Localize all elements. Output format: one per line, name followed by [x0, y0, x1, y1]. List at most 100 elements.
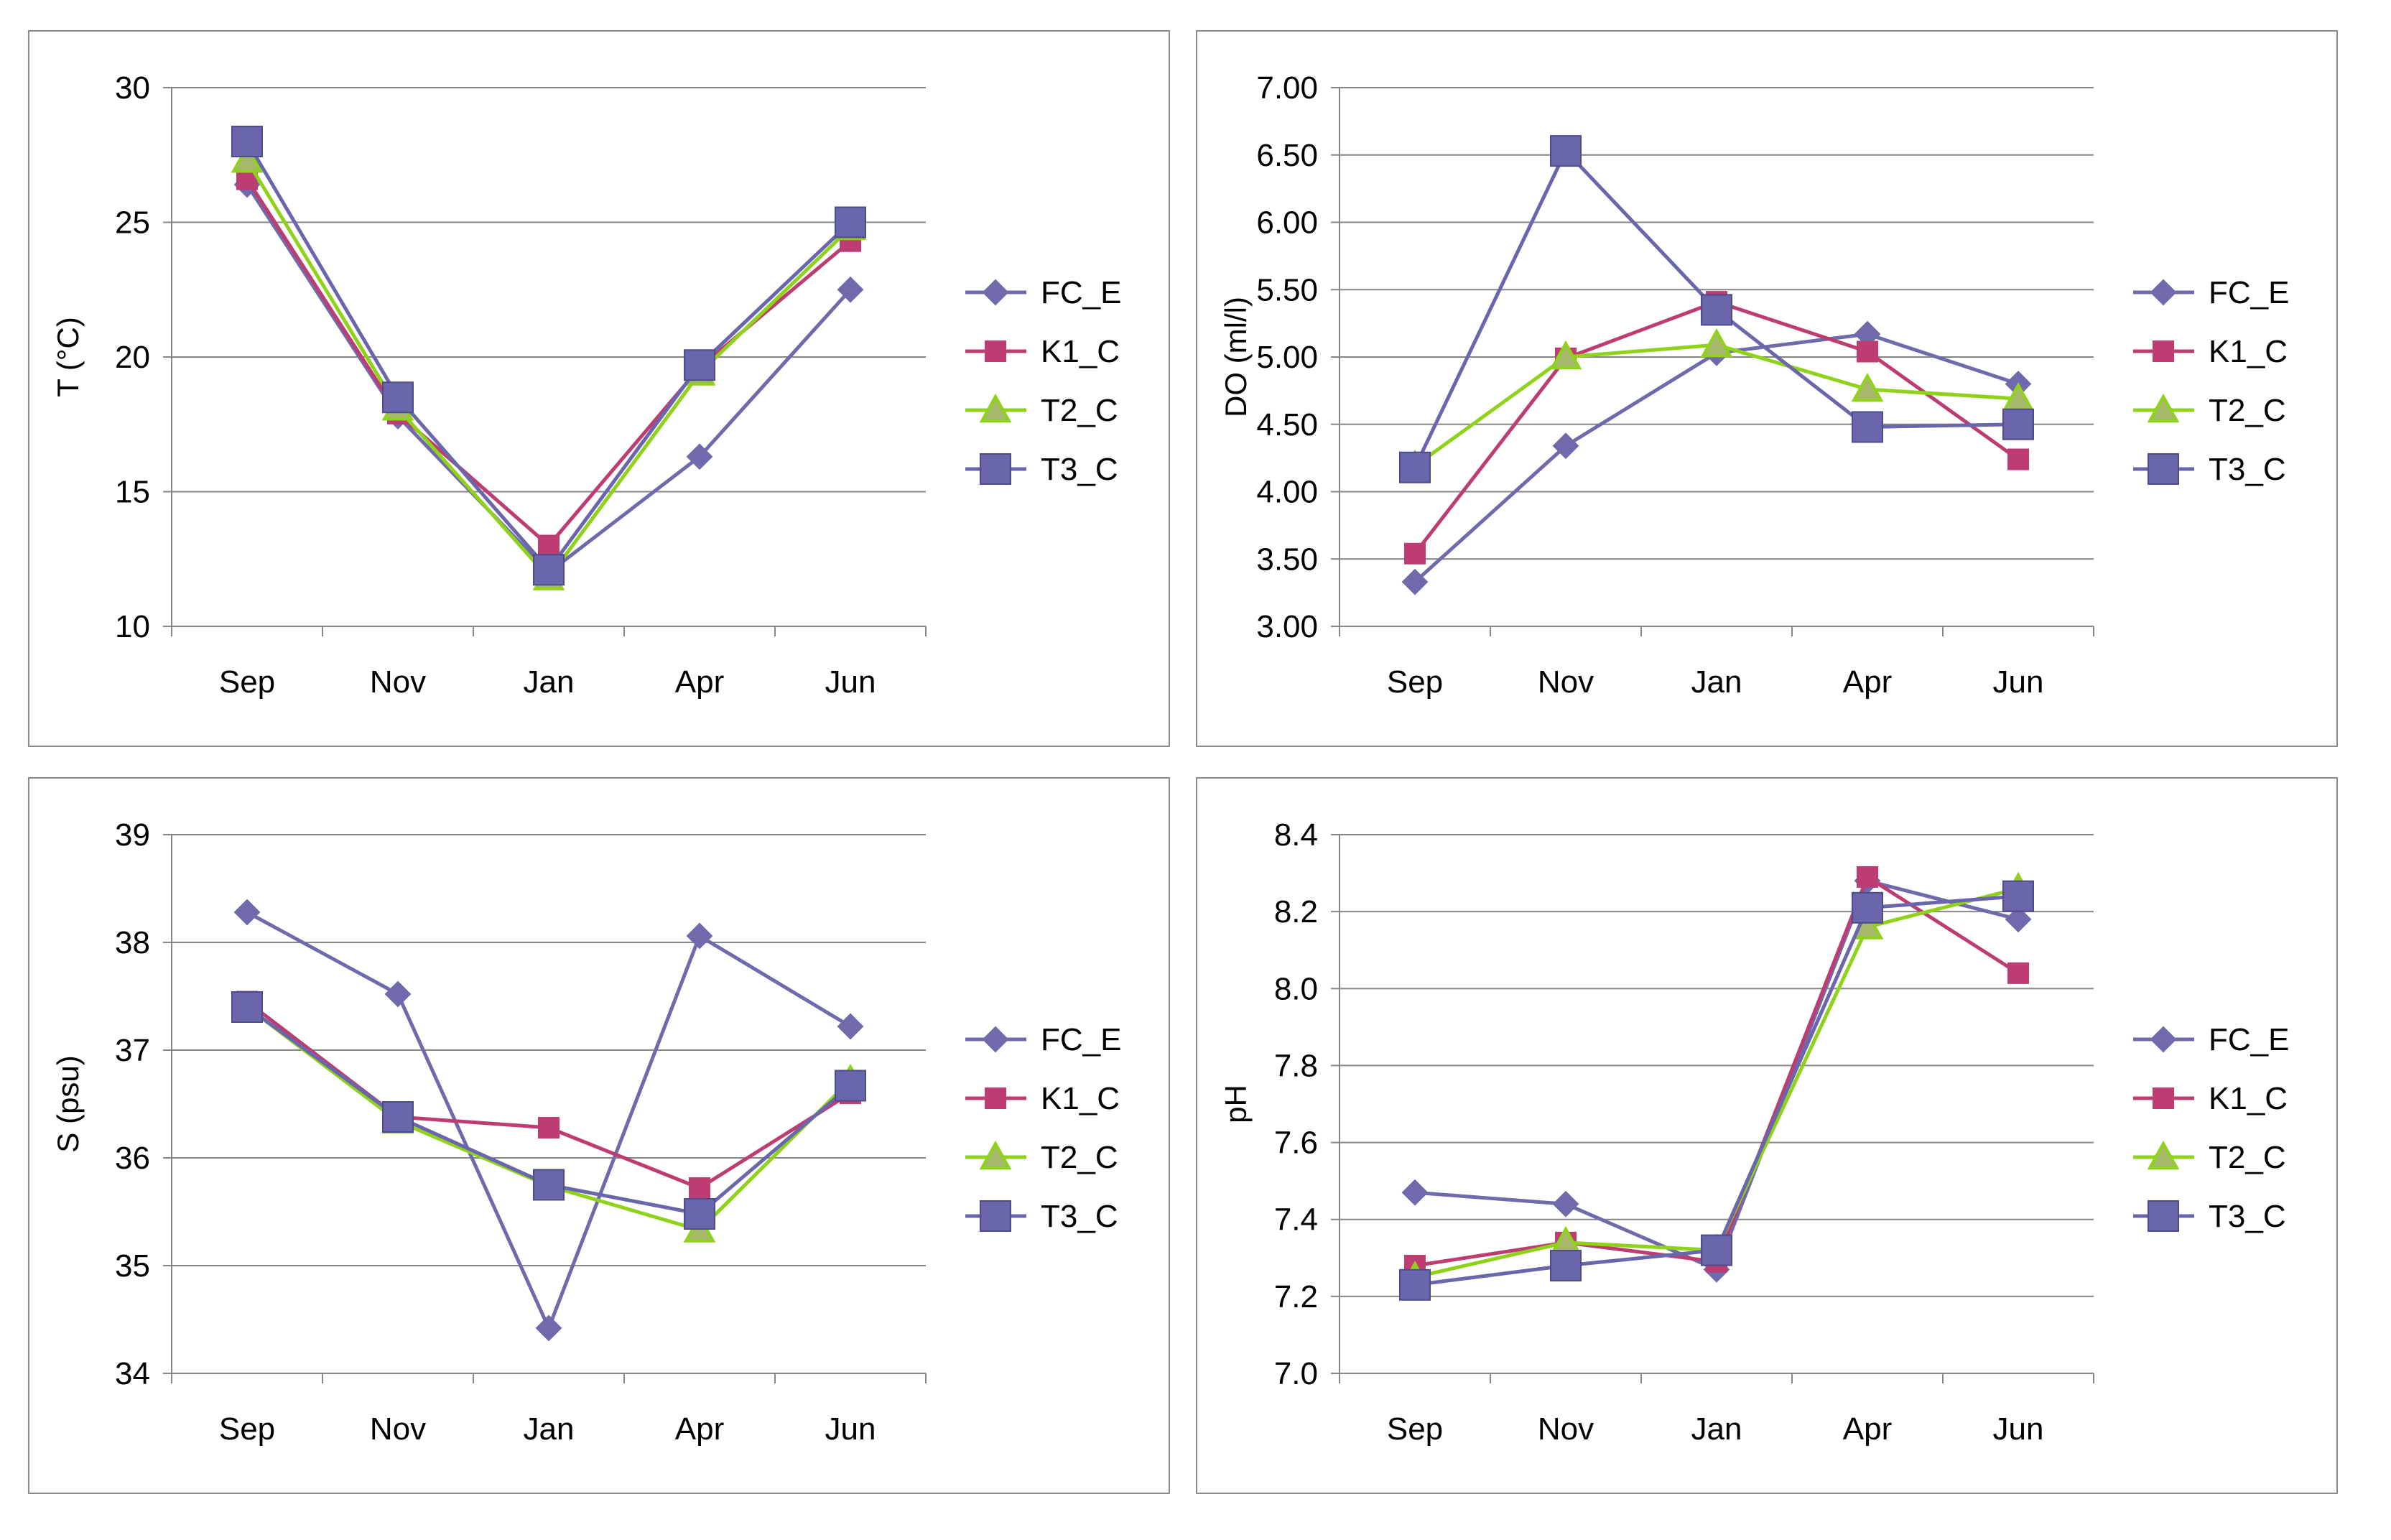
temperature-chart-svg: 10 15 20 25 30 Sep Nov Jan Apr Jun T (°C) FC_E K1_C T…	[28, 30, 1170, 747]
y-tick-label: 5.50	[1256, 272, 1318, 307]
y-tick-label: 8.0	[1274, 971, 1318, 1006]
legend: FC_E K1_C T2_C T3_C	[2133, 275, 2289, 487]
x-tick-label: Jan	[1691, 664, 1742, 700]
legend-marker	[982, 279, 1009, 306]
chart-frame	[1196, 30, 2338, 747]
y-tick-label: 3.50	[1256, 542, 1318, 577]
data-point-fc_e	[837, 276, 864, 303]
data-point-k1_c	[2007, 448, 2029, 470]
legend-marker	[980, 1200, 1011, 1232]
data-point-t3_c	[2002, 880, 2034, 912]
legend-label: K1_C	[1041, 1081, 1120, 1116]
legend-marker	[980, 453, 1011, 485]
y-tick-label: 20	[115, 340, 150, 375]
legend-label: FC_E	[1041, 1022, 1121, 1057]
data-point-t3_c	[684, 1198, 715, 1230]
y-tick-label: 38	[115, 925, 150, 960]
legend-label: T2_C	[1041, 1140, 1118, 1175]
x-tick-label: Jun	[825, 1411, 876, 1447]
data-point-k1_c	[689, 1177, 710, 1199]
x-tick-label: Nov	[1538, 664, 1594, 700]
legend-label: T2_C	[2209, 1140, 2286, 1175]
y-tick-label: 7.00	[1256, 70, 1318, 106]
y-axis-title: T (°C)	[51, 317, 85, 397]
data-point-t3_c	[231, 991, 263, 1023]
y-tick-label: 8.4	[1274, 817, 1318, 853]
y-tick-label: 7.2	[1274, 1279, 1318, 1314]
dissolved-oxygen-chart-svg: 3.00 3.50 4.00 4.50 5.00 5.50 6.00 6.50 7.00 Sep N…	[1196, 30, 2338, 747]
salinity-chart-svg: 34 35 36 37 38 39 Sep Nov Jan Apr Jun S (psu) FC_E K1…	[28, 777, 1170, 1494]
legend-marker	[985, 1087, 1006, 1109]
y-tick-label: 7.8	[1274, 1048, 1318, 1083]
y-tick-label: 6.50	[1256, 138, 1318, 173]
data-point-fc_e	[2005, 906, 2032, 933]
data-point-t3_c	[1701, 1234, 1732, 1266]
legend-marker	[979, 1140, 1012, 1170]
y-axis-title: pH	[1219, 1085, 1253, 1123]
y-tick-label: 7.4	[1274, 1202, 1318, 1238]
legend-label: FC_E	[2209, 275, 2289, 310]
data-point-k1_c	[2007, 962, 2029, 984]
data-point-t3_c	[2002, 408, 2034, 440]
x-tick-label: Sep	[1387, 1411, 1443, 1447]
legend-marker	[2153, 340, 2174, 362]
y-tick-label: 4.50	[1256, 407, 1318, 442]
legend: FC_E K1_C T2_C T3_C	[965, 275, 1121, 487]
data-point-k1_c	[538, 534, 560, 557]
y-tick-label: 3.00	[1256, 609, 1318, 644]
legend-marker	[985, 340, 1006, 362]
y-tick-label: 5.00	[1256, 340, 1318, 375]
legend-marker	[2150, 1026, 2177, 1053]
x-tick-label: Apr	[675, 1411, 724, 1447]
data-point-t2_c	[231, 144, 264, 173]
x-tick-label: Nov	[370, 664, 426, 700]
temperature-chart-panel: 10 15 20 25 30 Sep Nov Jan Apr Jun T (°C) FC_E K1_C T…	[28, 30, 1170, 747]
legend-label: K1_C	[2209, 1081, 2288, 1116]
legend-label: FC_E	[1041, 275, 1121, 310]
ph-chart-svg: 7.0 7.2 7.4 7.6 7.8 8.0 8.2 8.4 Sep Nov Jan Apr Jun p…	[1196, 777, 2338, 1494]
legend-label: K1_C	[2209, 334, 2288, 369]
y-tick-label: 39	[115, 817, 150, 853]
data-point-t3_c	[835, 206, 866, 238]
data-point-fc_e	[233, 899, 261, 926]
data-point-fc_e	[686, 443, 713, 470]
data-point-t3_c	[1399, 1268, 1431, 1301]
ph-chart-panel: 7.0 7.2 7.4 7.6 7.8 8.0 8.2 8.4 Sep Nov Jan Apr Jun p…	[1196, 777, 2338, 1494]
legend-label: K1_C	[1041, 334, 1120, 369]
legend-marker	[2147, 1140, 2180, 1170]
y-tick-label: 34	[115, 1356, 150, 1391]
legend-label: T3_C	[1041, 1199, 1118, 1234]
x-tick-label: Nov	[1538, 1411, 1594, 1447]
x-tick-label: Jan	[524, 664, 575, 700]
x-tick-label: Nov	[370, 1411, 426, 1447]
x-tick-label: Sep	[1387, 664, 1443, 700]
data-point-k1_c	[1857, 340, 1878, 363]
y-tick-label: 7.0	[1274, 1356, 1318, 1391]
data-point-fc_e	[1552, 1190, 1579, 1217]
legend-marker	[2148, 453, 2179, 485]
legend-label: FC_E	[2209, 1022, 2289, 1057]
data-point-t3_c	[1550, 1250, 1582, 1281]
x-tick-label: Jun	[1993, 664, 2044, 700]
legend-marker	[2153, 1087, 2174, 1109]
x-tick-label: Apr	[675, 664, 724, 700]
data-point-t3_c	[533, 554, 565, 586]
y-tick-label: 8.2	[1274, 894, 1318, 929]
y-tick-label: 30	[115, 70, 150, 106]
y-tick-label: 10	[115, 609, 150, 644]
x-tick-label: Apr	[1843, 664, 1892, 700]
data-point-fc_e	[384, 980, 412, 1008]
legend-marker	[2148, 1200, 2179, 1232]
x-tick-label: Apr	[1843, 1411, 1892, 1447]
data-point-t3_c	[533, 1169, 565, 1201]
chart-frame	[28, 30, 1170, 747]
y-tick-label: 25	[115, 205, 150, 241]
y-tick-label: 37	[115, 1033, 150, 1068]
data-point-k1_c	[538, 1117, 560, 1138]
data-point-t3_c	[231, 126, 263, 157]
data-point-t3_c	[684, 349, 715, 381]
y-axis-title: DO (ml/l)	[1219, 297, 1253, 417]
data-point-k1_c	[1404, 542, 1426, 565]
data-point-t3_c	[1852, 411, 1883, 443]
data-point-t3_c	[1852, 891, 1883, 924]
